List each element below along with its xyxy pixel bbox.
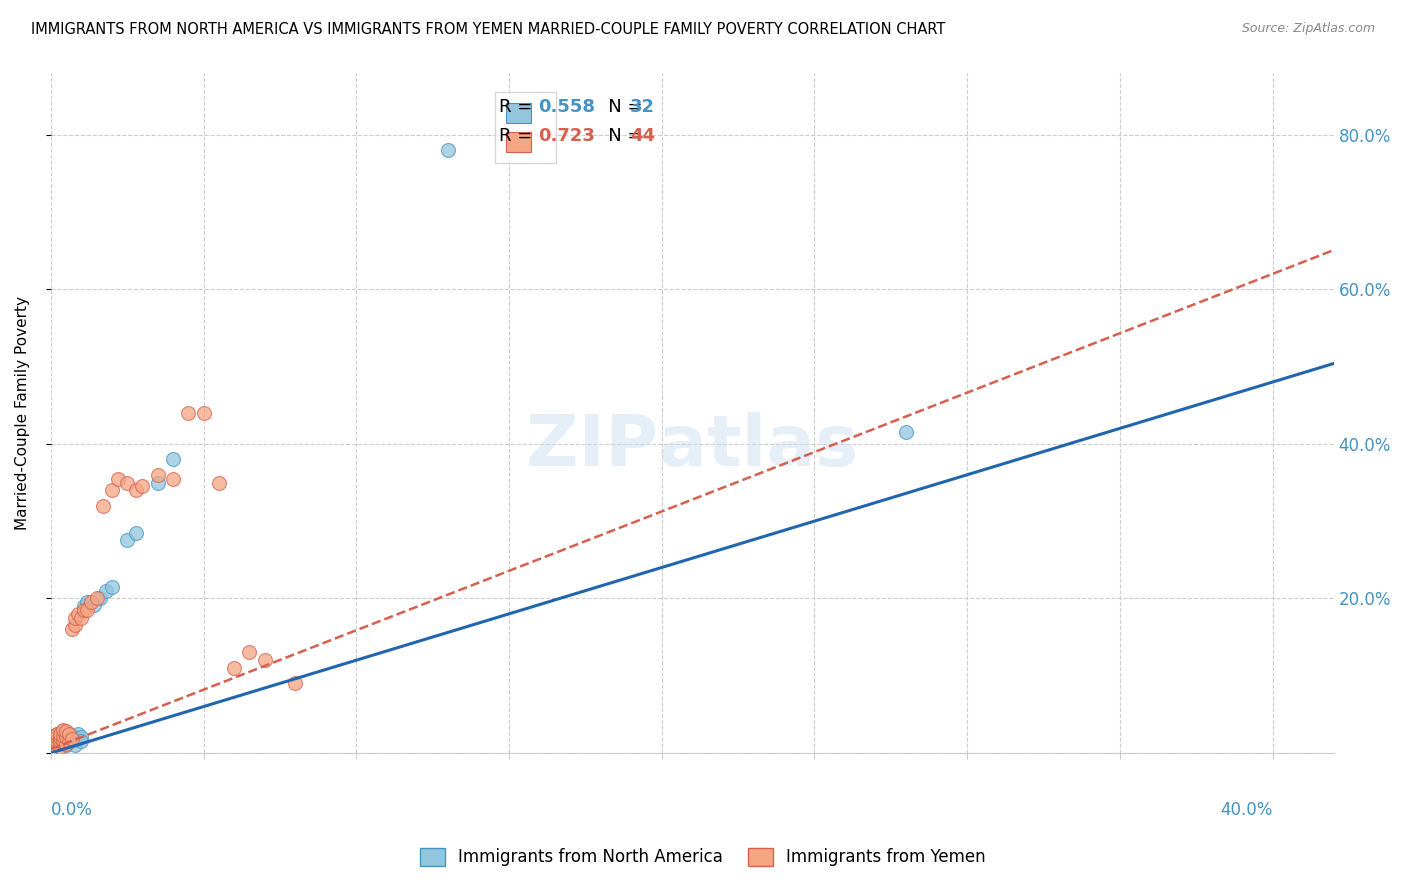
Point bbox=[55, 731, 77, 745]
Point bbox=[45, 726, 67, 740]
Point bbox=[894, 425, 917, 440]
Text: 32: 32 bbox=[630, 98, 655, 116]
Text: N =: N = bbox=[591, 98, 648, 116]
Point bbox=[52, 723, 75, 737]
Point bbox=[45, 726, 67, 740]
Point bbox=[73, 603, 96, 617]
Point bbox=[49, 734, 72, 748]
Point bbox=[67, 726, 90, 740]
Point bbox=[67, 732, 90, 747]
Point bbox=[238, 645, 260, 659]
Point bbox=[65, 738, 87, 752]
Point bbox=[42, 738, 65, 752]
Point bbox=[253, 653, 276, 667]
Point bbox=[73, 599, 96, 614]
Point bbox=[60, 734, 83, 748]
Point bbox=[70, 611, 93, 625]
Point bbox=[107, 472, 129, 486]
Point bbox=[49, 737, 72, 751]
Point bbox=[58, 726, 80, 740]
Text: IMMIGRANTS FROM NORTH AMERICA VS IMMIGRANTS FROM YEMEN MARRIED-COUPLE FAMILY POV: IMMIGRANTS FROM NORTH AMERICA VS IMMIGRA… bbox=[31, 22, 945, 37]
Point bbox=[65, 731, 87, 745]
Point bbox=[76, 603, 98, 617]
Point bbox=[70, 731, 93, 745]
Point bbox=[146, 467, 169, 482]
Legend: Immigrants from North America, Immigrants from Yemen: Immigrants from North America, Immigrant… bbox=[413, 841, 993, 873]
Text: N =: N = bbox=[591, 127, 648, 145]
Point bbox=[60, 729, 83, 743]
Point bbox=[101, 580, 124, 594]
Point bbox=[162, 452, 184, 467]
Point bbox=[79, 595, 101, 609]
Point bbox=[49, 731, 72, 745]
Point bbox=[55, 731, 77, 745]
Point bbox=[131, 479, 153, 493]
Y-axis label: Married-Couple Family Poverty: Married-Couple Family Poverty bbox=[15, 296, 30, 530]
Point bbox=[60, 623, 83, 637]
Point bbox=[49, 732, 72, 747]
Point bbox=[60, 732, 83, 747]
Point bbox=[94, 583, 117, 598]
Point bbox=[437, 143, 460, 157]
Point bbox=[208, 475, 231, 490]
Point bbox=[52, 724, 75, 739]
Point bbox=[58, 726, 80, 740]
Point bbox=[83, 598, 105, 612]
Point bbox=[89, 591, 111, 606]
Point bbox=[91, 499, 114, 513]
Point bbox=[177, 406, 200, 420]
Point bbox=[193, 406, 215, 420]
Point bbox=[52, 734, 75, 748]
Point bbox=[58, 734, 80, 748]
Point bbox=[55, 724, 77, 739]
Point bbox=[65, 618, 87, 632]
Point bbox=[115, 533, 138, 548]
Point bbox=[42, 732, 65, 747]
Point bbox=[65, 611, 87, 625]
Point bbox=[55, 738, 77, 752]
Text: 0.723: 0.723 bbox=[538, 127, 595, 145]
Point bbox=[222, 661, 245, 675]
Point bbox=[49, 739, 72, 754]
Text: ZIP​atlas: ZIP​atlas bbox=[526, 412, 858, 482]
Point bbox=[52, 729, 75, 743]
Point bbox=[146, 475, 169, 490]
Point bbox=[58, 732, 80, 747]
Point bbox=[115, 475, 138, 490]
Point bbox=[45, 737, 67, 751]
Point bbox=[45, 733, 67, 747]
Point bbox=[55, 737, 77, 751]
Text: 40.0%: 40.0% bbox=[1220, 800, 1272, 819]
Point bbox=[45, 731, 67, 745]
Point bbox=[52, 734, 75, 748]
Point bbox=[49, 726, 72, 740]
Point bbox=[42, 734, 65, 748]
Point bbox=[125, 525, 148, 540]
Text: R =: R = bbox=[499, 127, 538, 145]
Point bbox=[70, 734, 93, 748]
Legend: , : , bbox=[495, 92, 557, 162]
Point bbox=[76, 595, 98, 609]
Point bbox=[86, 591, 108, 606]
Text: 0.0%: 0.0% bbox=[51, 800, 93, 819]
Point bbox=[42, 729, 65, 743]
Point bbox=[162, 472, 184, 486]
Point bbox=[45, 731, 67, 745]
Text: Source: ZipAtlas.com: Source: ZipAtlas.com bbox=[1241, 22, 1375, 36]
Point bbox=[284, 676, 307, 690]
Point bbox=[125, 483, 148, 498]
Text: 44: 44 bbox=[630, 127, 655, 145]
Text: 0.558: 0.558 bbox=[538, 98, 596, 116]
Point bbox=[49, 729, 72, 743]
Text: R =: R = bbox=[499, 98, 538, 116]
Point bbox=[67, 607, 90, 621]
Point bbox=[101, 483, 124, 498]
